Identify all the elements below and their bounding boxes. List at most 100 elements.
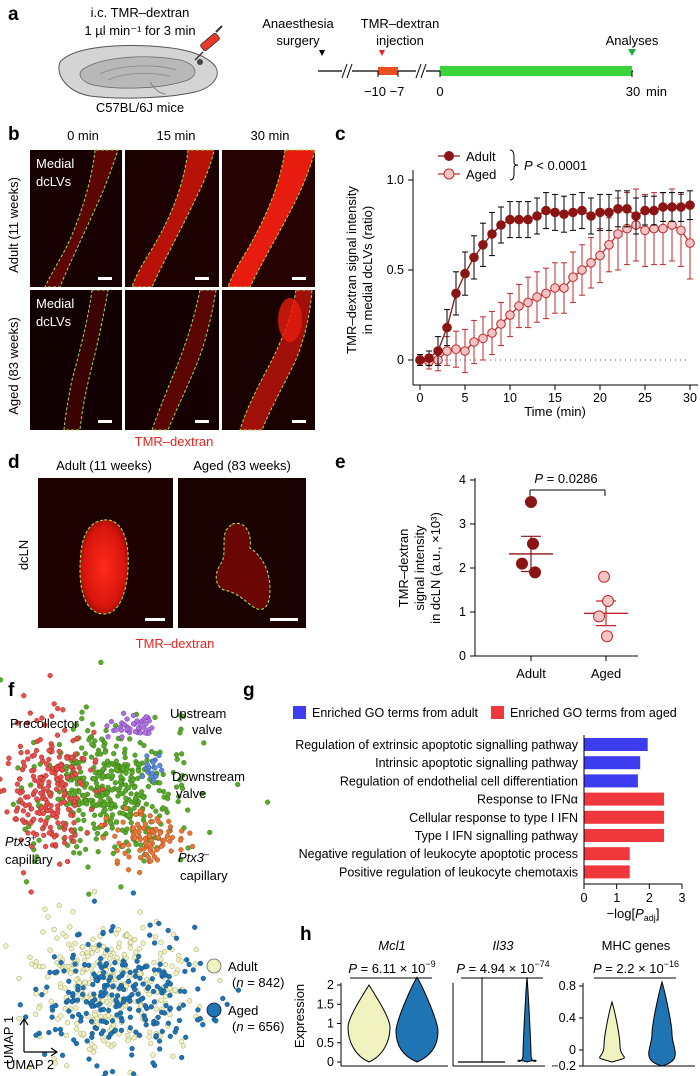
umap-cell-precollector bbox=[17, 743, 24, 750]
umap-cell-precollector bbox=[13, 808, 20, 814]
umap-cell-main bbox=[75, 817, 81, 823]
umap-cell-adult bbox=[176, 952, 182, 959]
c-ylabel-2: in medial dcLVs (ratio) bbox=[360, 206, 375, 334]
point-adult bbox=[478, 240, 488, 250]
umap-cell-adult bbox=[193, 946, 199, 953]
point-aged bbox=[568, 272, 578, 283]
umap-cell-adult bbox=[32, 1011, 39, 1017]
umap-cell-precollector bbox=[61, 790, 68, 796]
umap-cell-main bbox=[32, 858, 38, 864]
umap-cell-aged bbox=[159, 1028, 165, 1035]
point-adult bbox=[613, 204, 623, 214]
umap-cell-main bbox=[161, 788, 167, 795]
umap-cell-adult bbox=[63, 1032, 70, 1039]
umap-cell-main bbox=[98, 797, 104, 803]
umap-cell-main bbox=[149, 804, 155, 810]
panel-c: c TMR–dextran signal intensity in medial… bbox=[335, 124, 698, 419]
umap-cell-main bbox=[79, 709, 85, 715]
point-adult bbox=[514, 214, 524, 225]
umap-cell-adult bbox=[158, 997, 164, 1003]
h-ytick-r-label: 0 bbox=[569, 1043, 576, 1057]
umap-cell-main bbox=[113, 767, 119, 773]
g-xtick-label: 3 bbox=[679, 891, 686, 905]
umap-cell-ptx3neg bbox=[125, 867, 132, 873]
umap-cell-adult bbox=[151, 959, 157, 966]
umap-cell-aged bbox=[96, 942, 102, 948]
point-aged bbox=[649, 223, 659, 234]
umap-cell-main bbox=[199, 790, 205, 797]
umap-cell-ptx3neg bbox=[157, 830, 163, 836]
umap-cell-main bbox=[98, 812, 104, 818]
umap-cell-ptx3neg bbox=[112, 833, 118, 839]
umap-cell-aged bbox=[106, 1007, 112, 1014]
umap-cell-adult bbox=[73, 1005, 79, 1011]
h-ytick-r-label: 0.8 bbox=[559, 979, 576, 993]
point-aged bbox=[667, 220, 677, 230]
umap-cell-aged bbox=[113, 997, 119, 1003]
f-adult-paren: ( bbox=[232, 975, 237, 990]
umap-cell-precollector bbox=[18, 837, 24, 843]
umap-cell-aged bbox=[235, 987, 242, 993]
umap-cell-aged bbox=[152, 940, 158, 946]
umap-cell-aged bbox=[110, 983, 116, 989]
g-xtick-label: 0 bbox=[581, 891, 588, 905]
umap-cell-precollector bbox=[68, 796, 75, 802]
umap-cell-aged bbox=[190, 967, 196, 973]
umap-cell-main bbox=[15, 765, 21, 771]
umap-cell-adult bbox=[158, 956, 164, 963]
go-term-label: Positive regulation of leukocyte chemota… bbox=[339, 865, 578, 879]
go-bar bbox=[584, 774, 638, 788]
step-analyses: Analyses bbox=[606, 33, 659, 48]
umap-cell-main bbox=[117, 779, 123, 785]
point-adult bbox=[631, 211, 641, 221]
umap-cell-main bbox=[66, 790, 73, 797]
go-bar bbox=[584, 829, 665, 842]
umap-cell-main bbox=[180, 713, 187, 719]
panel-f-label: f bbox=[8, 680, 15, 701]
umap-cell-aged bbox=[97, 974, 104, 980]
umap-cell-main bbox=[105, 773, 111, 779]
point-adult bbox=[505, 214, 515, 225]
umap-cell-downstream bbox=[139, 773, 146, 780]
umap-cell-main bbox=[22, 826, 28, 832]
umap-cell-precollector bbox=[25, 812, 31, 818]
umap-cell-main bbox=[34, 854, 40, 860]
point-adult bbox=[676, 202, 686, 212]
inset-medial-1: Medial bbox=[36, 156, 74, 171]
umap-cell-aged bbox=[86, 1056, 92, 1062]
mouse-strain-label: C57BL/6J mice bbox=[96, 100, 184, 115]
umap-cell-adult bbox=[187, 998, 193, 1004]
umap-cell-precollector bbox=[62, 727, 68, 733]
umap-cell-main bbox=[100, 766, 106, 773]
umap-cell-precollector bbox=[38, 817, 44, 823]
umap-cell-precollector bbox=[72, 802, 78, 809]
umap-cell-ptx3neg bbox=[167, 838, 173, 844]
umap-cell-aged bbox=[146, 984, 152, 990]
umap-cell-ptx3neg bbox=[154, 846, 160, 852]
umap-cell-precollector bbox=[61, 840, 68, 846]
umap-cell-precollector bbox=[34, 717, 40, 724]
umap-cell-precollector bbox=[49, 744, 55, 750]
umap-cell-main bbox=[82, 846, 89, 853]
h-pvalue: P = 6.11 × 10−9 bbox=[348, 959, 435, 976]
umap-cell-aged bbox=[66, 978, 72, 984]
umap-cell-main bbox=[98, 659, 104, 666]
umap-cell-aged bbox=[159, 971, 165, 977]
umap-cell-ptx3neg bbox=[132, 835, 138, 841]
umap-cell-adult bbox=[16, 975, 22, 982]
umap-cell-adult bbox=[47, 947, 53, 953]
label-downstream-1: Downstream bbox=[172, 769, 245, 784]
umap-cell-aged bbox=[109, 1068, 116, 1075]
umap-cell-main bbox=[78, 826, 84, 832]
umap-cell-precollector bbox=[20, 808, 27, 814]
umap-cell-ptx3neg bbox=[137, 847, 143, 853]
svg-text:(n = 656): (n = 656) bbox=[232, 1019, 284, 1034]
umap-cell-precollector bbox=[72, 751, 79, 757]
umap-cell-precollector bbox=[4, 809, 10, 815]
umap-cell-precollector bbox=[54, 803, 61, 809]
umap-cell-precollector bbox=[76, 765, 82, 771]
umap-cell-aged bbox=[149, 976, 155, 982]
umap-cell-upstream bbox=[119, 734, 125, 740]
umap-cell-main bbox=[86, 891, 92, 897]
umap-cell-aged bbox=[58, 959, 64, 966]
